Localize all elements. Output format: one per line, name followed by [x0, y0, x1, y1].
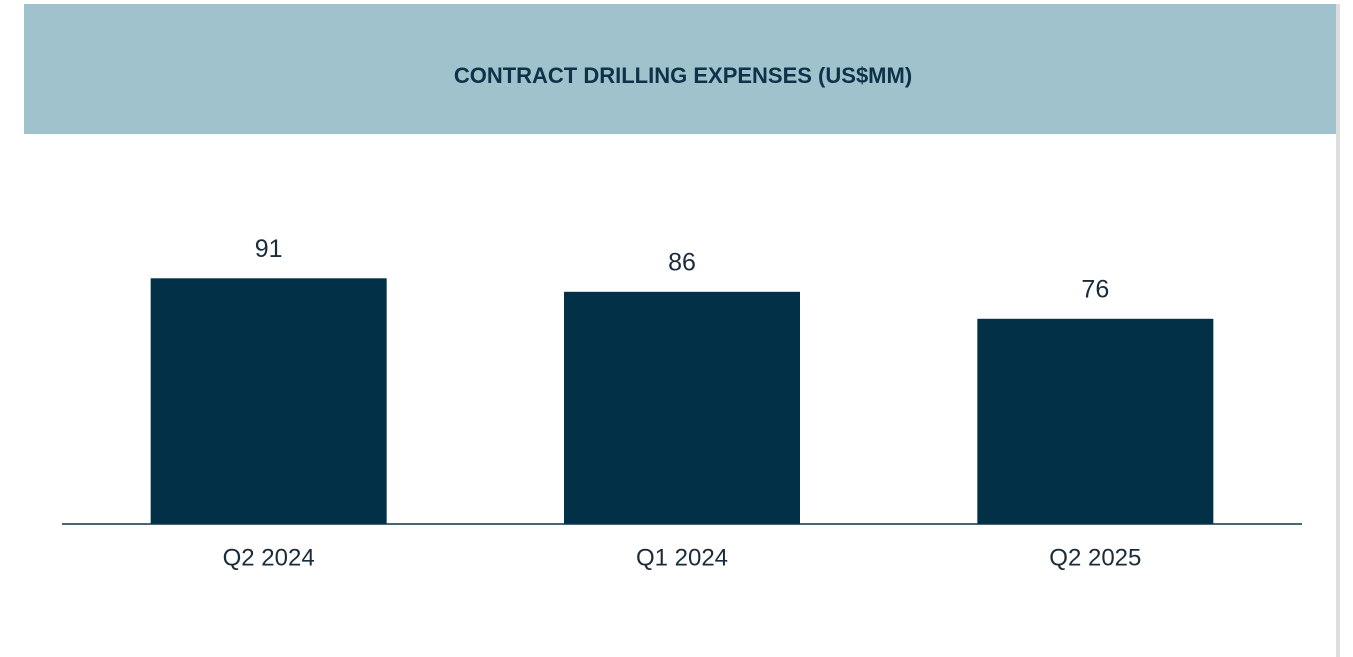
header-band [24, 4, 1336, 134]
bar [564, 291, 800, 524]
value-label: 86 [668, 248, 696, 276]
bar [977, 318, 1214, 524]
chart-title: CONTRACT DRILLING EXPENSES (US$MM) [454, 63, 912, 88]
bar [150, 278, 387, 524]
x-tick-label: Q2 2025 [1049, 544, 1141, 571]
value-label: 76 [1081, 275, 1109, 303]
x-tick-label: Q1 2024 [636, 544, 728, 571]
panel-shadow [1336, 4, 1340, 657]
value-label: 91 [255, 235, 283, 263]
x-tick-label: Q2 2024 [223, 544, 315, 571]
